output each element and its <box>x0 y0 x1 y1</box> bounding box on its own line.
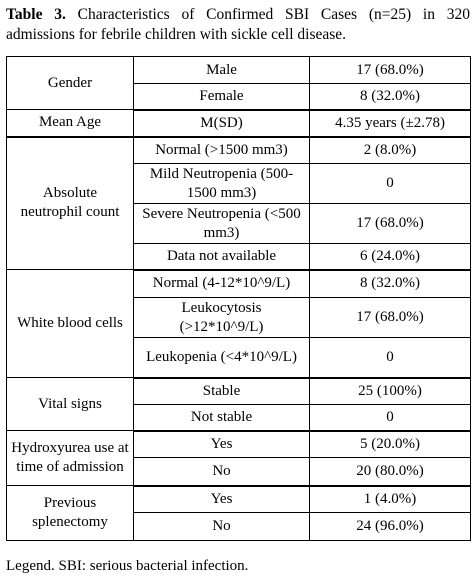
value-cell: 24 (96.0%) <box>309 512 471 541</box>
value-cell: 17 (68.0%) <box>309 56 471 84</box>
category-cell: M(SD) <box>133 109 310 138</box>
table-row: Leukopenia (<4*10^9/L) 0 <box>7 337 471 379</box>
value-cell: 1 (4.0%) <box>309 485 471 513</box>
value-cell: 5 (20.0%) <box>309 430 471 458</box>
row-group-label: White blood cells <box>6 269 134 378</box>
category-cell: Yes <box>133 485 310 513</box>
table-row: No 24 (96.0%) <box>7 512 471 541</box>
value-cell: 8 (32.0%) <box>309 83 471 111</box>
row-group-label: Absolute neutrophil count <box>6 136 134 270</box>
table-row: Hydroxyurea use at time of admission Yes… <box>6 430 471 486</box>
table-row: Mild Neutropenia (500-1500 mm3) 0 <box>7 163 471 204</box>
category-cell: Leukopenia (<4*10^9/L) <box>133 337 310 379</box>
table-caption-text: Characteristics of Confirmed SBI Cases (… <box>6 6 470 43</box>
value-cell: 8 (32.0%) <box>309 269 471 298</box>
category-cell: Male <box>133 56 310 84</box>
table-row: Mean Age M(SD) 4.35 years (±2.78) <box>6 109 471 138</box>
table-row: Absolute neutrophil count Normal (>1500 … <box>6 136 471 270</box>
category-cell: No <box>133 512 310 541</box>
row-group-label: Hydroxyurea use at time of admission <box>6 430 134 486</box>
category-cell: Yes <box>133 430 310 458</box>
table-row: Data not available 6 (24.0%) <box>7 243 471 271</box>
category-cell: No <box>133 457 310 487</box>
category-cell: Not stable <box>133 404 310 432</box>
table-row: Gender Male 17 (68.0%) <box>6 56 471 110</box>
category-cell: Stable <box>133 377 310 405</box>
table-row: No 20 (80.0%) <box>7 457 471 487</box>
value-cell: 0 <box>309 404 471 432</box>
category-cell: Normal (>1500 mm3) <box>133 136 310 164</box>
value-cell: 0 <box>309 163 471 204</box>
row-group-label: Vital signs <box>6 377 134 431</box>
category-cell: Leukocytosis (>12*10^9/L) <box>133 297 310 338</box>
table-row: Female 8 (32.0%) <box>7 83 471 111</box>
value-cell: 4.35 years (±2.78) <box>309 109 471 138</box>
table-caption: Table 3. Characteristics of Confirmed SB… <box>6 5 470 45</box>
value-cell: 2 (8.0%) <box>309 136 471 164</box>
table-row: Leukocytosis (>12*10^9/L) 17 (68.0%) <box>7 297 471 338</box>
value-cell: 25 (100%) <box>309 377 471 405</box>
value-cell: 0 <box>309 337 471 379</box>
row-group-label: Previous splenectomy <box>6 485 134 541</box>
category-cell: Normal (4-12*10^9/L) <box>133 269 310 298</box>
table-row: Previous splenectomy Yes 1 (4.0%) <box>6 485 471 541</box>
value-cell: 6 (24.0%) <box>309 243 471 271</box>
value-cell: 17 (68.0%) <box>309 203 471 244</box>
category-cell: Female <box>133 83 310 111</box>
table-row: Severe Neutropenia (<500 mm3) 17 (68.0%) <box>7 203 471 244</box>
table-caption-label: Table 3. <box>6 6 66 23</box>
value-cell: 17 (68.0%) <box>309 297 471 338</box>
category-cell: Severe Neutropenia (<500 mm3) <box>133 203 310 244</box>
row-group-label: Mean Age <box>6 109 134 138</box>
table-row: Not stable 0 <box>7 404 471 432</box>
table-legend: Legend. SBI: serious bacterial infection… <box>6 558 249 574</box>
value-cell: 20 (80.0%) <box>309 457 471 487</box>
table-row: Vital signs Stable 25 (100%) <box>6 377 471 431</box>
characteristics-table: Gender Male 17 (68.0%) Female 8 (32.0%) … <box>6 56 471 541</box>
category-cell: Mild Neutropenia (500-1500 mm3) <box>133 163 310 204</box>
table-row: White blood cells Normal (4-12*10^9/L) 8… <box>6 269 471 378</box>
row-group-label: Gender <box>6 56 134 110</box>
category-cell: Data not available <box>133 243 310 271</box>
